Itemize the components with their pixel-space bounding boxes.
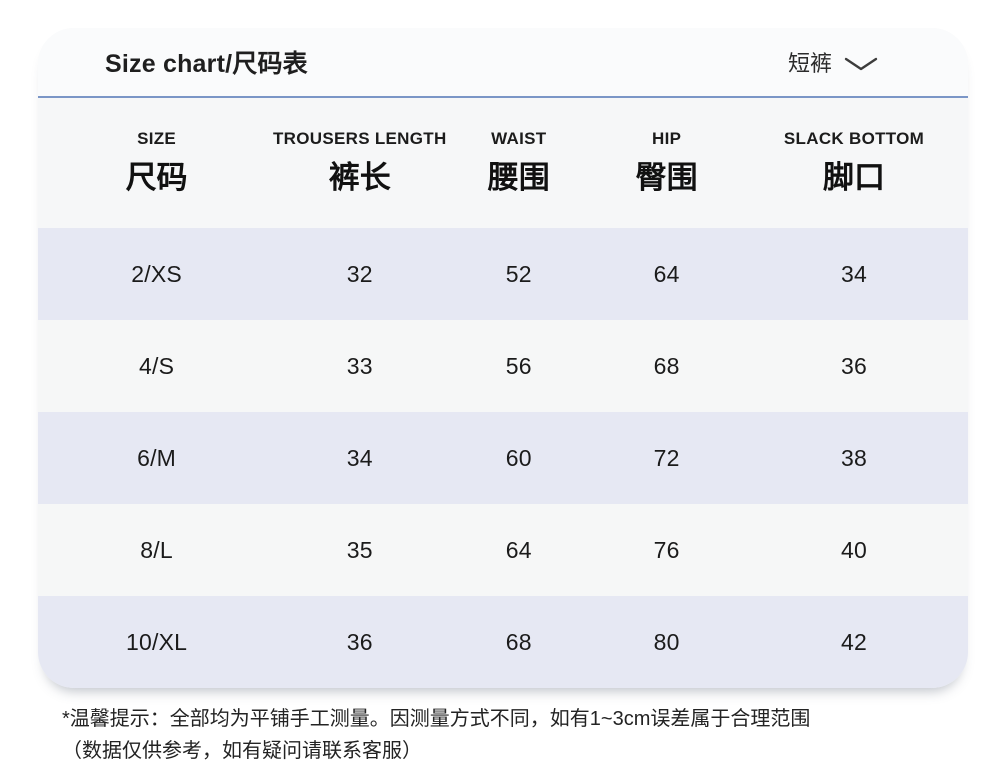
table-cell: 32 (346, 260, 373, 287)
table-cell-size: 6/M (137, 444, 177, 471)
table-cell: 72 (653, 444, 680, 471)
table-cell: 68 (653, 352, 680, 379)
table-cell: 36 (346, 628, 373, 655)
table-cell: 34 (841, 260, 868, 287)
column-header-zh: 脚口 (823, 160, 886, 195)
column-header-size: SIZE 尺码 (38, 129, 275, 197)
measurement-note-line2: （数据仅供参考，如有疑问请联系客服） (62, 740, 422, 762)
size-chart-header: Size chart/尺码表 短裤 (38, 28, 968, 98)
table-row: 8/L 35 64 76 40 (38, 504, 968, 596)
table-cell: 80 (653, 628, 680, 655)
table-row: 2/XS 32 52 64 34 (38, 228, 968, 320)
table-cell-size: 10/XL (126, 628, 188, 655)
table-cell: 64 (653, 260, 680, 287)
measurement-note: *温馨提示：全部均为平铺手工测量。因测量方式不同，如有1~3cm误差属于合理范围… (62, 703, 922, 767)
column-header-zh: 腰围 (487, 160, 550, 195)
table-cell: 36 (841, 352, 868, 379)
table-cell-size: 8/L (140, 536, 173, 563)
column-header-en: TROUSERS LENGTH (272, 129, 447, 148)
table-row: 6/M 34 60 72 38 (38, 412, 968, 504)
table-row: 10/XL 36 68 80 42 (38, 596, 968, 688)
measurement-note-line1: *温馨提示：全部均为平铺手工测量。因测量方式不同，如有1~3cm误差属于合理范围 (62, 708, 811, 730)
category-dropdown-label: 短裤 (787, 51, 832, 76)
table-cell-size: 4/S (139, 352, 175, 379)
table-cell: 38 (841, 444, 868, 471)
table-cell-size: 2/XS (131, 260, 182, 287)
column-header-zh: 裤长 (328, 160, 391, 195)
column-header-en: HIP (652, 129, 682, 148)
column-header-hip: HIP 臀围 (593, 129, 740, 197)
table-row: 4/S 33 56 68 36 (38, 320, 968, 412)
table-cell: 52 (505, 260, 532, 287)
column-header-en: SIZE (137, 129, 177, 148)
size-chart-card: Size chart/尺码表 短裤 SIZE 尺码 TROUSERS LENGT… (38, 28, 968, 688)
table-cell: 40 (841, 536, 868, 563)
table-cell: 34 (346, 444, 373, 471)
table-cell: 64 (505, 536, 532, 563)
column-header-waist: WAIST 腰围 (444, 129, 593, 197)
column-header-en: WAIST (491, 129, 547, 148)
chevron-down-icon (844, 57, 878, 71)
table-cell: 42 (841, 628, 868, 655)
page-title: Size chart/尺码表 (105, 50, 308, 78)
column-header-zh: 尺码 (125, 160, 188, 195)
table-cell: 60 (505, 444, 532, 471)
column-header-slack-bottom: SLACK BOTTOM 脚口 (740, 129, 968, 197)
table-cell: 76 (653, 536, 680, 563)
table-header-row: SIZE 尺码 TROUSERS LENGTH 裤长 WAIST 腰围 HIP … (38, 98, 968, 228)
table-cell: 33 (346, 352, 373, 379)
column-header-zh: 臀围 (635, 160, 698, 195)
table-cell: 56 (505, 352, 532, 379)
column-header-trousers-length: TROUSERS LENGTH 裤长 (272, 129, 447, 197)
column-header-en: SLACK BOTTOM (783, 129, 925, 148)
table-cell: 35 (346, 536, 373, 563)
table-cell: 68 (505, 628, 532, 655)
category-dropdown[interactable]: 短裤 (788, 46, 878, 78)
